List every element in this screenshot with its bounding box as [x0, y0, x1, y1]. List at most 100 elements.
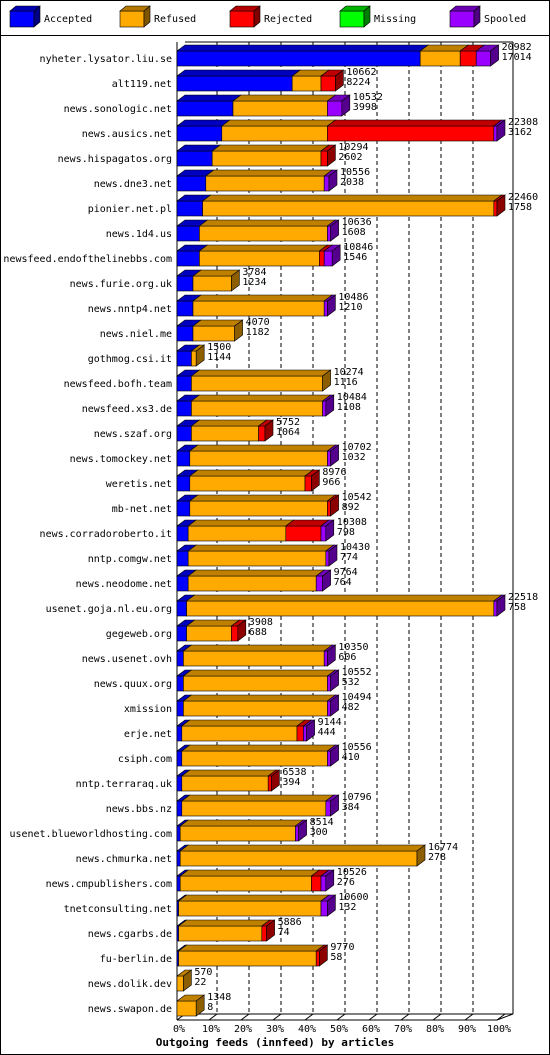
legend-item: Refused: [119, 5, 196, 28]
value-label: 394: [282, 777, 300, 788]
bar-top: [187, 519, 295, 527]
bar-front: [176, 975, 184, 992]
value-label: 10430: [340, 542, 370, 553]
y-tick-label: gegeweb.org: [106, 629, 172, 640]
bar-segment: [176, 494, 199, 517]
bar-top: [211, 144, 330, 152]
bar-side: [327, 144, 336, 167]
y-tick-label: tnetconsulting.net: [64, 904, 172, 915]
bar-segment: [192, 269, 241, 292]
bar-front: [221, 125, 328, 142]
value-label: 5886: [278, 917, 302, 928]
bar-front: [327, 675, 331, 692]
value-label: 1108: [337, 402, 361, 413]
value-label: 892: [342, 502, 360, 513]
bar-front: [304, 475, 312, 492]
bar-segment: [177, 919, 271, 942]
bar-front: [181, 800, 327, 817]
bar-front: [176, 475, 191, 492]
bar-top: [179, 844, 426, 852]
value-label: 58: [330, 952, 342, 963]
value-label: 10308: [337, 517, 367, 528]
x-tick-label: 80%: [426, 1024, 444, 1035]
bar-top: [182, 694, 337, 702]
bar-front: [327, 750, 331, 767]
value-label: 10274: [334, 367, 364, 378]
bar-top: [180, 719, 306, 727]
bar-top: [179, 869, 321, 877]
value-label: 9764: [334, 567, 358, 578]
bar-front: [199, 250, 320, 267]
bar-front: [176, 300, 194, 317]
legend-swatch: [339, 10, 365, 28]
y-tick-label: nntp.terraraq.uk: [76, 779, 172, 790]
y-tick-label: mb-net.net: [112, 504, 172, 515]
value-label: 410: [342, 752, 360, 763]
value-label: 74: [278, 927, 290, 938]
x-tick-label: 40%: [298, 1024, 316, 1035]
x-tick: [432, 1013, 442, 1021]
value-label: 758: [508, 602, 526, 613]
x-tick: [240, 1013, 250, 1021]
value-label: 22518: [508, 592, 538, 603]
bar-front: [325, 550, 330, 567]
bar-front: [295, 825, 299, 842]
bar-segment: [182, 694, 337, 717]
value-label: 1032: [342, 452, 366, 463]
y-tick-label: news.sonologic.net: [64, 104, 172, 115]
value-label: 10542: [342, 492, 372, 503]
value-label: 10796: [342, 792, 372, 803]
value-label: 16774: [428, 842, 458, 853]
bar-front: [176, 600, 187, 617]
bar-side: [306, 719, 315, 742]
bar-top: [182, 669, 337, 677]
value-label: 384: [342, 802, 360, 813]
bar-front: [320, 75, 336, 92]
bar-segment: [190, 419, 268, 442]
legend-label: Rejected: [264, 14, 312, 25]
bar-side: [311, 469, 320, 492]
bar-side: [322, 369, 331, 392]
legend-swatch-side: [363, 5, 371, 28]
value-label: 22: [194, 977, 206, 988]
bar-front: [176, 800, 183, 817]
value-label: 3908: [249, 617, 273, 628]
value-label: 1758: [508, 202, 532, 213]
bar-front: [186, 600, 495, 617]
bar-top: [177, 894, 330, 902]
bar-top: [179, 819, 305, 827]
x-tick: [464, 1013, 474, 1021]
value-label: 5752: [276, 417, 300, 428]
x-tick-label: 70%: [394, 1024, 412, 1035]
x-tick-label: 100%: [487, 1024, 511, 1035]
bar-front: [459, 50, 477, 67]
bar-front: [189, 450, 328, 467]
legend-item: Accepted: [9, 5, 92, 28]
value-label: 764: [334, 577, 352, 588]
bar-segment: [180, 769, 278, 792]
bar-front: [176, 625, 187, 642]
bar-segment: [176, 119, 231, 142]
bar-front: [211, 150, 322, 167]
bar-front: [187, 550, 327, 567]
bar-front: [191, 375, 323, 392]
value-label: 3998: [353, 102, 377, 113]
bar-front: [176, 500, 191, 517]
bar-side: [496, 594, 506, 617]
value-label: 3162: [508, 127, 532, 138]
y-tick-label: csiph.com: [118, 754, 172, 765]
bar-front: [327, 225, 331, 242]
bar-top: [188, 469, 314, 477]
value-label: 570: [194, 967, 212, 978]
bar-top: [201, 194, 503, 202]
bar-segment: [176, 444, 199, 467]
bar-front: [296, 725, 304, 742]
x-tick: [400, 1013, 410, 1021]
legend-swatch: [229, 10, 255, 28]
bar-front: [205, 175, 325, 192]
bar-top: [326, 119, 503, 127]
bar-front: [176, 75, 293, 92]
bar-top: [187, 569, 326, 577]
bar-segment: [176, 519, 198, 542]
bar-front: [176, 375, 192, 392]
